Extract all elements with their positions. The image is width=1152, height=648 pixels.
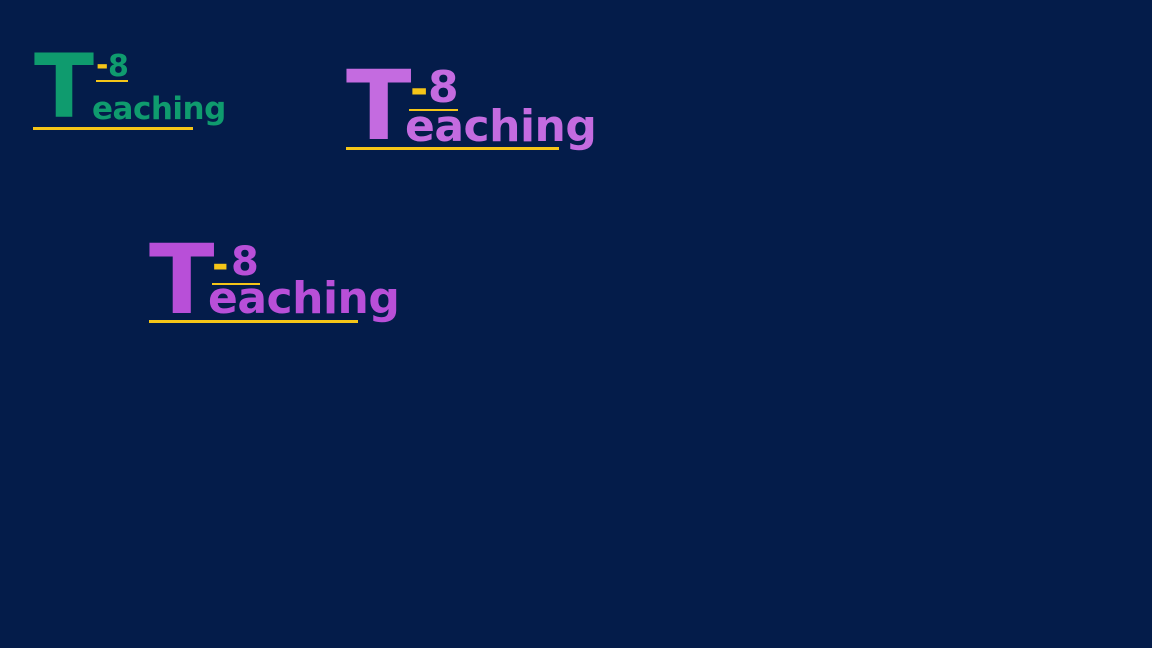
logo-base-underline bbox=[33, 127, 193, 130]
logo-dash: - bbox=[96, 51, 108, 81]
logo-word-eaching: eaching bbox=[405, 105, 596, 149]
logo-initial-t: T bbox=[346, 58, 411, 154]
logo-base-underline bbox=[149, 320, 358, 323]
logo-initial-t: T bbox=[149, 232, 214, 328]
logo-word-eaching: eaching bbox=[92, 94, 226, 125]
logo-magenta-large: T - 8 eaching bbox=[149, 240, 399, 330]
logo-initial-t: T bbox=[34, 43, 94, 131]
logo-violet-large: T - 8 eaching bbox=[346, 66, 596, 156]
logo-number-underline bbox=[96, 80, 128, 82]
logo-base-underline bbox=[346, 147, 559, 150]
logo-green-small: T - 8 eaching bbox=[33, 49, 223, 134]
logo-number-eight: 8 bbox=[108, 52, 129, 82]
logo-word-eaching: eaching bbox=[208, 277, 399, 321]
